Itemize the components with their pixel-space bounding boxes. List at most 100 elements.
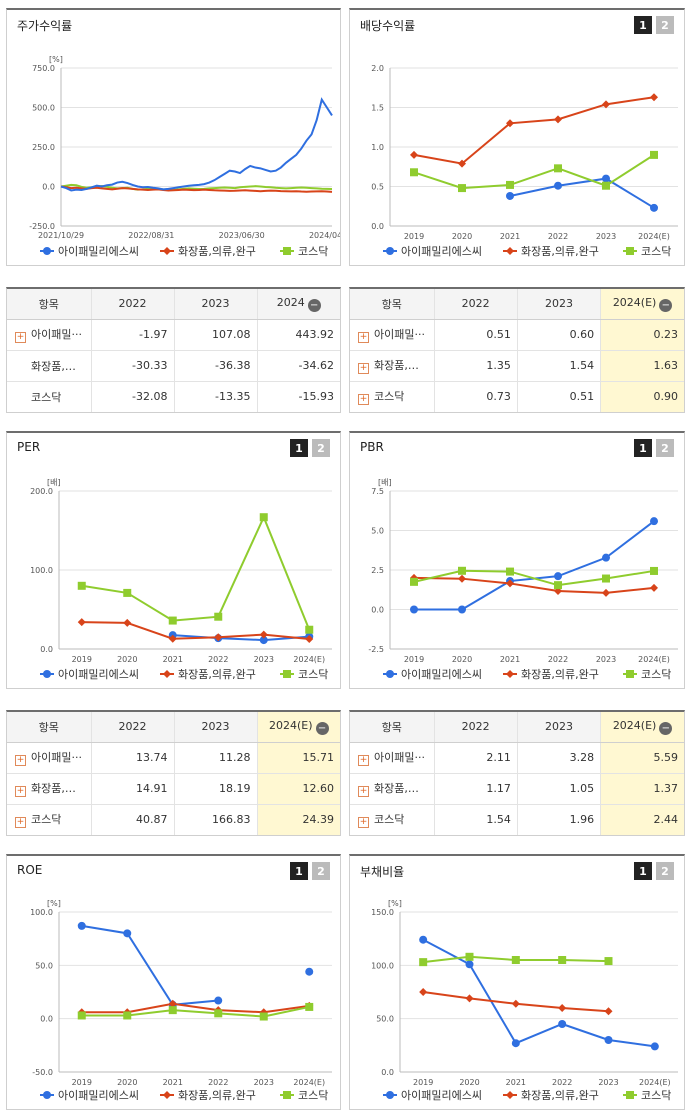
- view-2-button[interactable]: 2: [312, 862, 330, 880]
- data-point: [458, 605, 466, 614]
- expand-icon[interactable]: +: [358, 755, 369, 766]
- dividend-panel: 배당수익률 1 2 2.0 1.5 1.0 0.5 0.0 2019 2020 2021 202…: [349, 8, 685, 266]
- collapse-icon[interactable]: −: [315, 721, 329, 735]
- view-1-button[interactable]: 1: [634, 16, 652, 34]
- header-label: 2024(E): [612, 295, 657, 309]
- data-point: [259, 630, 268, 639]
- x-tick-label: 2020: [452, 232, 472, 241]
- data-point: [168, 616, 177, 625]
- view-toggle: 1 2: [634, 439, 674, 457]
- series-line: [413, 576, 655, 594]
- x-tick-label: 2024(E): [293, 1078, 325, 1087]
- collapse-icon[interactable]: −: [659, 721, 673, 735]
- column-header: 2022: [90, 289, 174, 320]
- y-tick-label: -250.0: [29, 222, 55, 231]
- roe-chart: [%]100.0 50.0 0.0 -50.0 2019 2020 2021 2022 2023…: [30, 899, 332, 1102]
- data-point: [602, 181, 610, 190]
- collapse-icon[interactable]: −: [307, 298, 321, 312]
- expand-icon[interactable]: +: [15, 332, 26, 343]
- data-point: [419, 935, 428, 944]
- collapse-icon[interactable]: −: [659, 298, 673, 312]
- y-tick-label: -2.5: [368, 645, 384, 654]
- legend-label: 코스닥: [298, 668, 328, 681]
- expand-icon[interactable]: +: [358, 817, 369, 828]
- table-cell: 13.74: [90, 742, 174, 774]
- y-tick-label: 250.0: [32, 143, 55, 152]
- y-tick-label: 200.0: [30, 487, 53, 496]
- dividend-chart: 2.0 1.5 1.0 0.5 0.0 2019 2020 2021 2022 2023 2024(…: [371, 64, 678, 258]
- expand-icon[interactable]: +: [358, 786, 369, 797]
- series-line: [60, 183, 333, 191]
- column-header: 항목: [7, 289, 91, 320]
- legend-label: 화장품,의류,완구: [521, 245, 599, 258]
- table-row: + 코스닥 1.54 1.96 2.44: [350, 804, 684, 836]
- x-tick-label: 2023/06/30: [219, 231, 265, 240]
- data-point: [650, 150, 658, 159]
- header-label: 항목: [38, 297, 59, 311]
- y-tick-label: 100.0: [30, 908, 53, 917]
- x-tick-label: 2019: [72, 655, 92, 664]
- series-line: [414, 520, 655, 611]
- stock-return-panel: 주가수익률 [%] 750.0 500.0 250.0 0.0 -250.0 2021/10…: [6, 8, 341, 266]
- table-row: + 아이패밀··· 2.11 3.28 5.59: [350, 742, 684, 774]
- series-line: [413, 96, 655, 165]
- data-point: [410, 150, 418, 159]
- data-point: [626, 1091, 634, 1099]
- view-2-button[interactable]: 2: [656, 16, 674, 34]
- data-point: [386, 1091, 394, 1099]
- legend-label: 아이패밀리에스씨: [401, 1089, 482, 1102]
- table-cell: 18.19: [173, 773, 257, 805]
- data-point: [458, 574, 466, 583]
- header-label: 항목: [38, 720, 59, 734]
- view-1-button[interactable]: 1: [634, 862, 652, 880]
- x-tick-label: 2024/04/30: [309, 231, 341, 240]
- expand-icon[interactable]: +: [358, 394, 369, 405]
- column-header: 2022: [433, 712, 518, 743]
- view-toggle: 1 2: [634, 16, 674, 34]
- header-label: 2024: [276, 295, 305, 309]
- expand-icon[interactable]: +: [15, 755, 26, 766]
- column-header: 항목: [350, 289, 434, 320]
- row-label: + 화장품,의···: [350, 350, 434, 382]
- data-point: [506, 247, 514, 255]
- x-tick-label: 2020: [117, 655, 137, 664]
- x-tick-label: 2019: [404, 232, 424, 241]
- expand-icon[interactable]: +: [15, 817, 26, 828]
- pbr-panel: PBR 1 2 [배] 7.5 5.0 2.5 0.0 -2.5 2019 2020 2021 2…: [349, 431, 685, 689]
- y-tick-label: 0.0: [40, 645, 53, 654]
- view-2-button[interactable]: 2: [312, 439, 330, 457]
- per-panel: PER 1 2 [배] 200.0 100.0 0.0 2019 2020 2021 2022…: [6, 431, 341, 689]
- view-2-button[interactable]: 2: [656, 439, 674, 457]
- row-label-text: 코스닥: [374, 813, 405, 826]
- data-point: [305, 625, 314, 634]
- column-header: 2023: [173, 289, 257, 320]
- data-point: [506, 670, 514, 678]
- table-cell: 11.28: [173, 742, 257, 774]
- expand-icon[interactable]: +: [358, 363, 369, 374]
- table-cell: 107.08: [173, 319, 257, 351]
- row-label: + 화장품,의···: [7, 773, 91, 805]
- data-point: [123, 618, 132, 627]
- table-cell: 24.39: [256, 804, 340, 836]
- view-1-button[interactable]: 1: [634, 439, 652, 457]
- view-1-button[interactable]: 1: [290, 862, 308, 880]
- table-cell: 1.54: [433, 804, 518, 836]
- expand-icon[interactable]: +: [358, 332, 369, 343]
- series-line: [172, 634, 310, 642]
- table-cell: 166.83: [173, 804, 257, 836]
- table-cell: 0.51: [516, 381, 601, 413]
- row-label-text: 아이패밀···: [374, 751, 425, 764]
- expand-icon[interactable]: +: [15, 786, 26, 797]
- x-tick-label: 2024(E): [639, 1078, 671, 1087]
- table-cell: 443.92: [256, 319, 340, 351]
- series-line: [81, 924, 219, 1006]
- legend-label: 화장품,의류,완구: [521, 1089, 599, 1102]
- data-point: [214, 633, 223, 642]
- view-2-button[interactable]: 2: [656, 862, 674, 880]
- view-1-button[interactable]: 1: [290, 439, 308, 457]
- x-tick-label: 2024(E): [638, 232, 670, 241]
- y-tick-label: 1.5: [371, 104, 384, 113]
- data-point: [43, 670, 51, 678]
- header-label: 2022: [461, 297, 490, 311]
- table-cell: 1.35: [433, 350, 518, 382]
